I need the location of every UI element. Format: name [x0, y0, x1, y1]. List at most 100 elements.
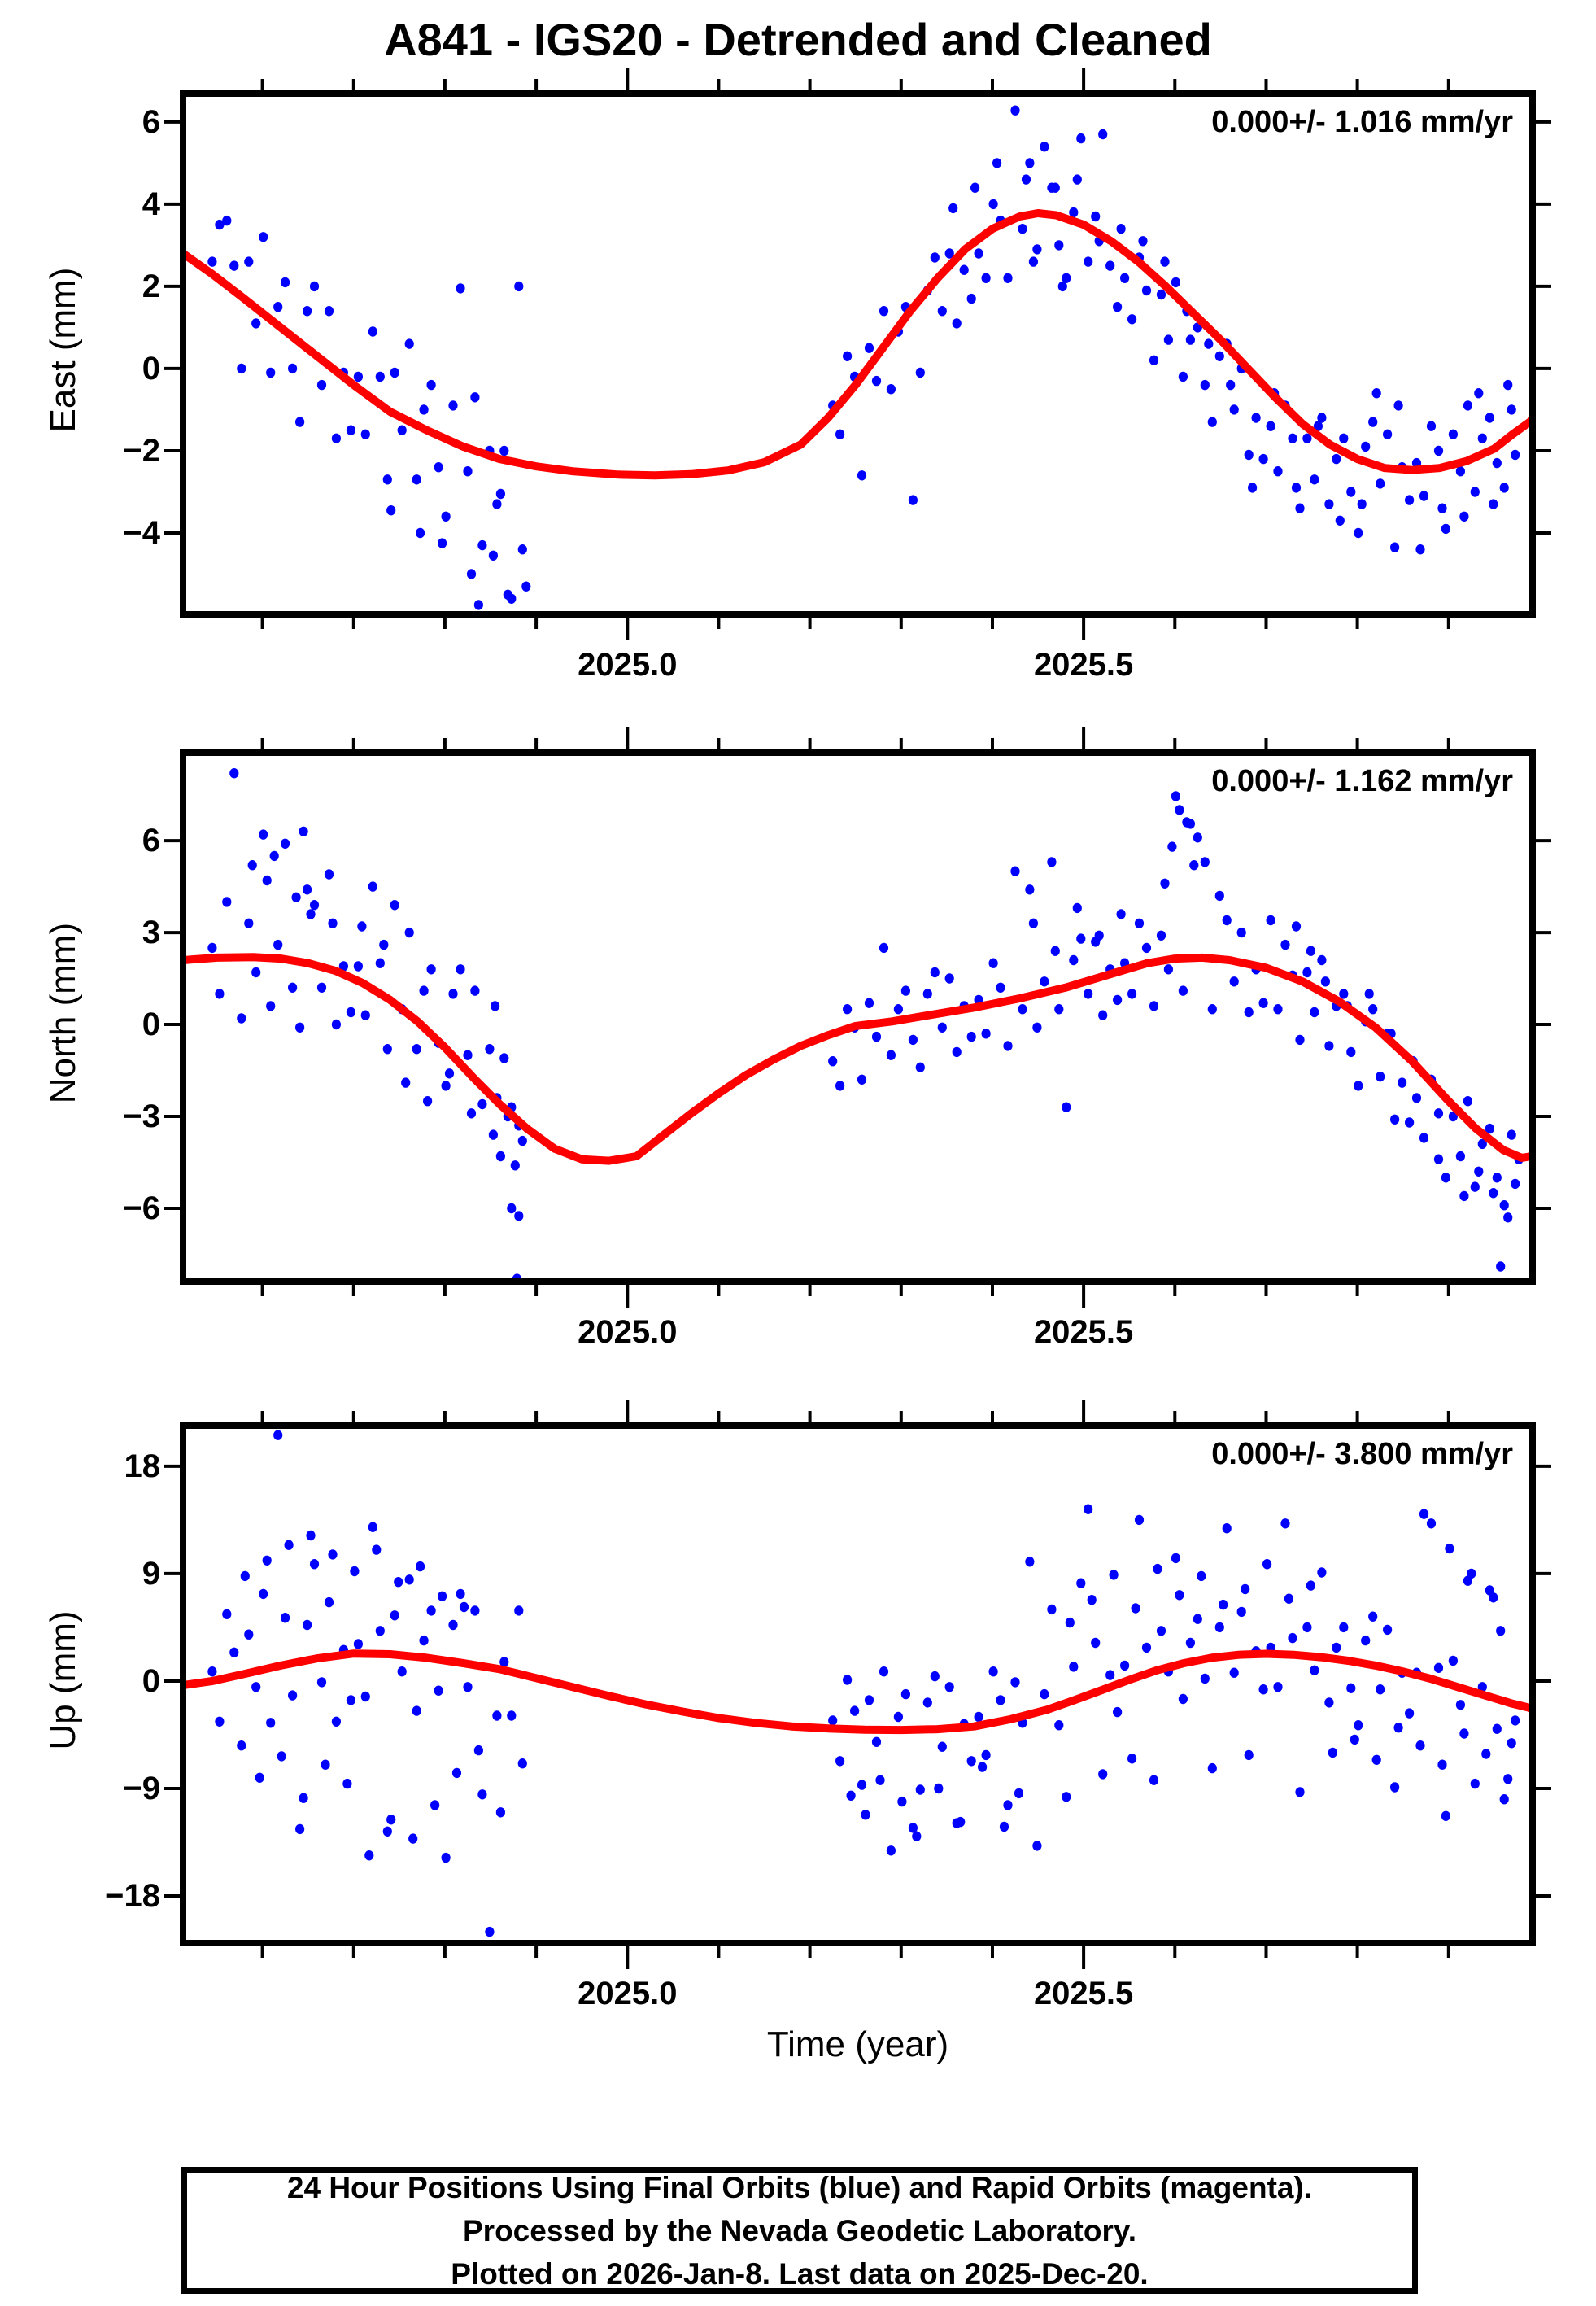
data-point — [1069, 954, 1079, 966]
data-point — [1116, 909, 1126, 919]
data-point — [288, 982, 298, 994]
data-point — [900, 1688, 910, 1700]
data-point — [382, 1044, 392, 1055]
data-point — [404, 927, 414, 938]
data-point — [488, 1129, 499, 1140]
data-point — [1069, 207, 1079, 218]
data-point — [503, 589, 512, 600]
north-scatter — [207, 768, 1524, 1282]
data-point — [259, 232, 268, 242]
data-point — [843, 351, 853, 361]
north-trend-curve — [183, 953, 1533, 1165]
data-point — [357, 921, 367, 932]
data-point — [988, 199, 998, 210]
data-point — [456, 283, 465, 294]
data-point — [379, 939, 389, 950]
data-point — [342, 1778, 352, 1789]
data-point — [1072, 902, 1082, 914]
data-point — [1288, 433, 1297, 443]
data-point — [1175, 1590, 1184, 1601]
data-point — [259, 1588, 268, 1600]
data-point — [1266, 915, 1275, 926]
data-point — [1134, 1514, 1145, 1526]
data-point — [463, 466, 473, 477]
east-trend-curve — [183, 209, 1533, 480]
data-point — [368, 881, 377, 892]
data-point — [864, 1695, 874, 1705]
data-point — [247, 860, 257, 871]
data-point — [1405, 1117, 1415, 1128]
data-point — [350, 1566, 360, 1577]
data-point — [1236, 1606, 1246, 1618]
data-point — [328, 918, 338, 929]
data-point — [1419, 1509, 1429, 1519]
data-point — [835, 429, 845, 439]
data-point — [331, 1716, 341, 1727]
data-point — [316, 379, 327, 391]
data-point — [1116, 224, 1126, 234]
data-point — [331, 433, 341, 443]
data-point — [1141, 285, 1152, 296]
data-point — [1463, 400, 1472, 411]
data-point — [908, 1823, 918, 1833]
data-point — [1185, 1637, 1195, 1649]
data-point — [299, 1793, 308, 1803]
data-point — [1455, 1700, 1465, 1710]
data-point — [281, 838, 290, 849]
data-point — [1028, 256, 1038, 267]
page-title: A841 - IGS20 - Detrended and Cleaned — [384, 14, 1212, 65]
data-point — [1032, 1841, 1042, 1851]
data-point — [273, 939, 283, 950]
data-point — [1332, 1642, 1341, 1653]
data-point — [1273, 1004, 1283, 1015]
data-point — [324, 869, 334, 880]
data-point — [1437, 503, 1447, 513]
data-point — [382, 1826, 392, 1837]
data-point — [266, 1718, 276, 1728]
trend-line — [183, 1649, 1533, 1735]
data-point — [495, 1807, 506, 1818]
data-point — [850, 1705, 860, 1716]
data-point — [438, 538, 447, 548]
data-point — [485, 1926, 495, 1937]
north-ytick-label: 6 — [142, 823, 160, 859]
data-point — [1470, 1778, 1480, 1789]
data-point — [1120, 273, 1130, 283]
data-point — [1499, 1794, 1509, 1805]
data-point — [861, 1810, 870, 1820]
data-point — [1332, 453, 1341, 465]
data-point — [1050, 946, 1060, 956]
data-point — [470, 392, 480, 403]
data-point — [974, 248, 983, 259]
data-point — [514, 1605, 524, 1616]
data-point — [434, 1685, 443, 1696]
data-point — [857, 470, 867, 481]
data-point — [1346, 1046, 1356, 1058]
data-point — [251, 1682, 261, 1692]
data-point — [1054, 1004, 1064, 1015]
data-point — [944, 248, 954, 259]
data-point — [324, 1596, 334, 1608]
data-point — [1492, 457, 1502, 469]
data-point — [397, 1666, 407, 1677]
data-point — [1511, 1178, 1520, 1190]
data-point — [1354, 1720, 1363, 1731]
east-xtick-label: 2025.5 — [1033, 647, 1134, 683]
data-point — [492, 1710, 502, 1721]
data-point — [992, 158, 1002, 168]
data-point — [835, 1081, 845, 1091]
data-point — [1178, 985, 1188, 996]
data-point — [1390, 542, 1400, 552]
data-point — [517, 1135, 527, 1146]
data-point — [473, 600, 484, 610]
data-point — [1441, 523, 1450, 535]
data-point — [1076, 1578, 1086, 1588]
east-scatter — [207, 105, 1520, 610]
data-point — [1411, 1093, 1422, 1103]
data-point — [1065, 1617, 1075, 1628]
data-point — [346, 425, 355, 435]
data-point — [463, 1682, 473, 1692]
data-point — [1273, 466, 1283, 477]
data-point — [1204, 338, 1214, 349]
data-point — [499, 445, 509, 456]
